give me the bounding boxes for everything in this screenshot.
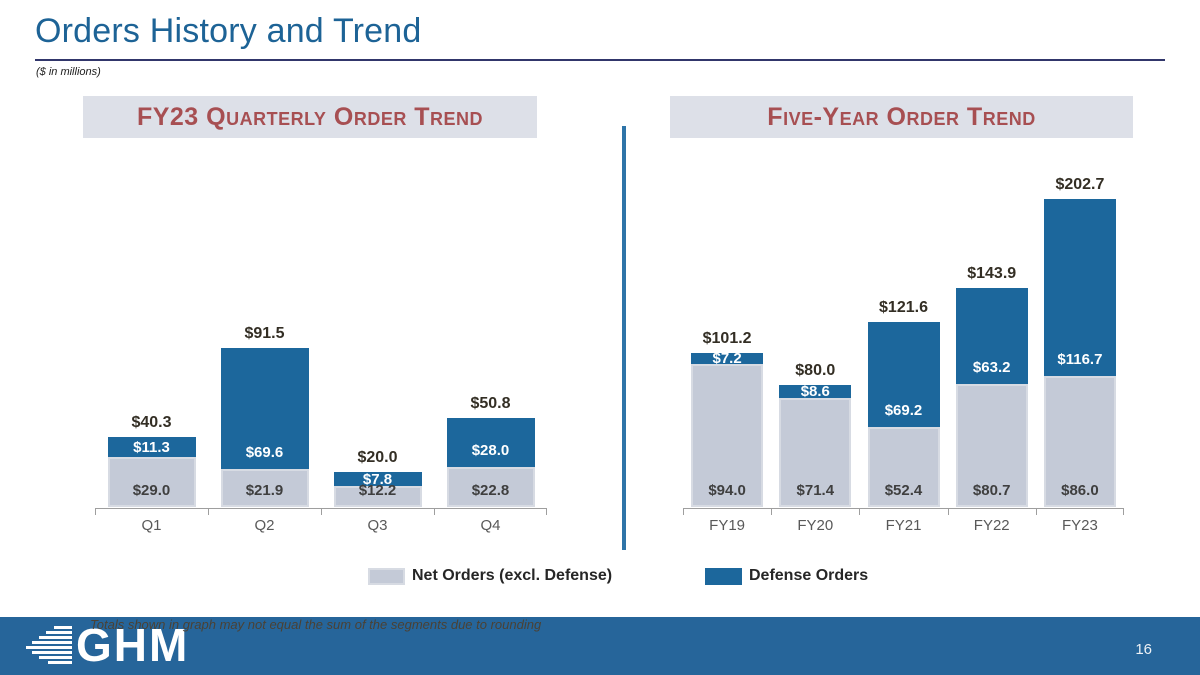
total-value-label: $121.6 bbox=[879, 299, 928, 316]
defense-value-label: $7.8 bbox=[362, 470, 393, 488]
defense-value-label: $69.2 bbox=[884, 402, 923, 419]
defense-segment: $7.8 bbox=[333, 470, 422, 488]
bar-column-fy21: $121.6 $69.2 $52.4 bbox=[859, 299, 947, 507]
net-segment: $21.9 bbox=[220, 469, 309, 507]
total-value-label: $40.3 bbox=[131, 414, 172, 431]
page-number: 16 bbox=[1135, 641, 1152, 658]
title-divider bbox=[35, 59, 1165, 61]
bar-column-q1: $40.3 $11.3 $29.0 bbox=[95, 414, 208, 507]
defense-value-label: $63.2 bbox=[972, 359, 1011, 376]
page-title: Orders History and Trend bbox=[35, 12, 422, 50]
defense-value-label: $7.2 bbox=[712, 350, 742, 367]
net-segment: $22.8 bbox=[446, 467, 535, 507]
quarterly-chart-plot: $40.3 $11.3 $29.0 $91.5 $69.6 $21.9 $20.0 $7.8 $… bbox=[95, 140, 547, 508]
vertical-divider bbox=[622, 126, 626, 550]
five-year-chart-plot: $101.2 $7.2 $94.0 $80.0 $8.6 $71.4 $121.6 $69.2… bbox=[683, 140, 1124, 508]
bar-column-q4: $50.8 $28.0 $22.8 bbox=[434, 395, 547, 507]
five-year-chart-axis bbox=[683, 508, 1124, 516]
defense-value-label: $8.6 bbox=[800, 383, 830, 400]
total-value-label: $143.9 bbox=[967, 265, 1017, 282]
category-label: FY19 bbox=[709, 517, 746, 534]
net-value-label: $12.2 bbox=[358, 482, 397, 499]
bar-column-fy23: $202.7 $116.7 $86.0 bbox=[1036, 176, 1124, 507]
net-value-label: $21.9 bbox=[245, 482, 284, 499]
defense-segment: $8.6 bbox=[779, 383, 852, 400]
net-segment: $29.0 bbox=[107, 457, 196, 507]
total-value-label: $202.7 bbox=[1055, 176, 1105, 193]
category-label: FY23 bbox=[1061, 517, 1098, 534]
total-value-label: $91.5 bbox=[244, 325, 285, 342]
category-label: FY20 bbox=[797, 517, 834, 534]
category-label: Q4 bbox=[480, 517, 501, 534]
ghm-logo: GHM bbox=[26, 622, 189, 668]
net-segment: $52.4 bbox=[867, 427, 940, 507]
defense-segment: $7.2 bbox=[691, 350, 764, 367]
five-year-chart-title: Five-Year Order Trend bbox=[670, 96, 1133, 138]
net-value-label: $86.0 bbox=[1061, 482, 1099, 499]
category-label: FY21 bbox=[885, 517, 922, 534]
quarterly-chart-categories: Q1 Q2 Q3 Q4 bbox=[95, 517, 547, 534]
defense-value-label: $11.3 bbox=[133, 438, 170, 456]
units-note: ($ in millions) bbox=[36, 66, 101, 78]
category-label: Q2 bbox=[254, 517, 275, 534]
total-value-label: $101.2 bbox=[702, 330, 752, 347]
bar-column-q3: $20.0 $7.8 $12.2 bbox=[321, 449, 434, 507]
net-segment: $80.7 bbox=[955, 384, 1028, 507]
net-value-label: $52.4 bbox=[884, 482, 923, 499]
defense-segment: $116.7 bbox=[1043, 199, 1116, 376]
defense-value-label: $28.0 bbox=[471, 442, 510, 459]
bar-column-q2: $91.5 $69.6 $21.9 bbox=[208, 325, 321, 507]
net-segment: $71.4 bbox=[779, 398, 852, 507]
bar-column-fy19: $101.2 $7.2 $94.0 bbox=[683, 330, 771, 507]
defense-value-label: $69.6 bbox=[245, 444, 284, 461]
logo-speedlines-icon bbox=[26, 626, 72, 664]
category-label: Q1 bbox=[141, 517, 162, 534]
bar-column-fy22: $143.9 $63.2 $80.7 bbox=[948, 265, 1036, 507]
legend-label: Net Orders (excl. Defense) bbox=[412, 567, 613, 584]
legend-label: Defense Orders bbox=[749, 567, 869, 584]
defense-segment: $69.2 bbox=[867, 322, 940, 427]
net-value-label: $29.0 bbox=[132, 482, 171, 499]
legend-swatch-net bbox=[368, 567, 405, 585]
quarterly-chart-title: FY23 Quarterly Order Trend bbox=[83, 96, 537, 138]
bar-column-fy20: $80.0 $8.6 $71.4 bbox=[771, 362, 859, 507]
footnote: Totals shown in graph may not equal the … bbox=[90, 617, 542, 632]
total-value-label: $80.0 bbox=[795, 362, 836, 379]
legend-item-net: Net Orders (excl. Defense) bbox=[368, 567, 612, 585]
net-segment: $12.2 bbox=[333, 482, 422, 507]
net-value-label: $94.0 bbox=[708, 482, 746, 499]
defense-segment: $28.0 bbox=[446, 418, 535, 467]
category-label: FY22 bbox=[973, 517, 1010, 534]
category-label: Q3 bbox=[367, 517, 388, 534]
net-segment: $94.0 bbox=[691, 364, 764, 507]
defense-segment: $63.2 bbox=[955, 288, 1028, 384]
net-value-label: $80.7 bbox=[972, 482, 1011, 499]
total-value-label: $50.8 bbox=[470, 395, 511, 412]
five-year-chart-categories: FY19 FY20 FY21 FY22 FY23 bbox=[683, 517, 1124, 534]
total-value-label: $20.0 bbox=[357, 449, 398, 466]
defense-segment: $69.6 bbox=[220, 348, 309, 469]
logo-text: GHM bbox=[76, 619, 190, 671]
net-value-label: $22.8 bbox=[471, 482, 510, 499]
defense-value-label: $116.7 bbox=[1057, 351, 1103, 368]
quarterly-chart-axis bbox=[95, 508, 547, 516]
footer-bar: GHM 16 bbox=[0, 617, 1200, 675]
legend-swatch-defense bbox=[705, 567, 742, 585]
net-value-label: $71.4 bbox=[796, 482, 835, 499]
net-segment: $86.0 bbox=[1043, 376, 1116, 507]
defense-segment: $11.3 bbox=[107, 437, 196, 457]
legend-item-defense: Defense Orders bbox=[705, 567, 868, 585]
